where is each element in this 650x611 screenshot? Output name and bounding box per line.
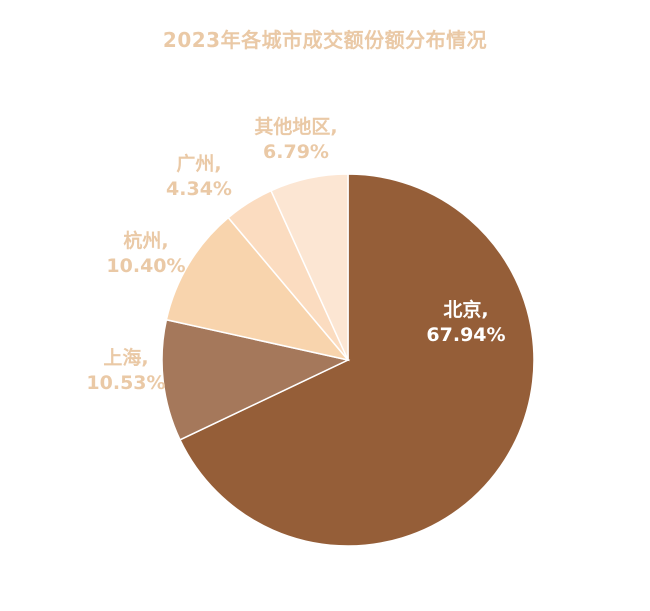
pie-labels: 北京, 67.94% 上海, 10.53% 杭州, 10.40% 广州, 4.34% 其他地区,…: [86, 115, 505, 394]
pie-slice-3: [165, 216, 350, 362]
slice-percent-5: 6.79%: [263, 141, 329, 163]
pie-slice-5: [270, 173, 349, 361]
slice-percent-1: 67.94%: [426, 324, 505, 346]
slice-label-5: 其他地区,: [254, 115, 337, 138]
pie-slice-1: [178, 173, 535, 547]
slice-label-2: 上海,: [103, 346, 148, 369]
slice-label-1: 北京,: [443, 298, 488, 321]
chart-title: 2023年各城市成交额份额分布情况: [162, 28, 488, 52]
slice-percent-2: 10.53%: [86, 372, 165, 394]
slice-label-3: 杭州,: [123, 229, 168, 252]
pie-slices: [161, 173, 535, 547]
slice-label-4: 广州,: [176, 152, 221, 175]
slice-percent-3: 10.40%: [106, 255, 185, 277]
slice-percent-4: 4.34%: [166, 178, 232, 200]
